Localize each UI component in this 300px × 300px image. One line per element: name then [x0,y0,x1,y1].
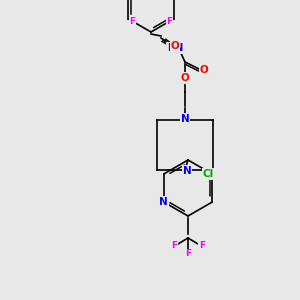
Text: F: F [199,242,205,250]
Text: O: O [181,73,189,83]
Text: N: N [183,166,191,176]
Text: F: F [185,250,191,259]
Text: O: O [171,41,179,51]
Text: F: F [129,16,136,26]
Text: HN: HN [167,43,183,53]
Text: F: F [167,16,172,26]
Text: N: N [159,197,168,207]
Text: O: O [200,65,208,75]
Text: F: F [171,242,177,250]
Text: N: N [181,114,189,124]
Text: Cl: Cl [202,169,214,179]
